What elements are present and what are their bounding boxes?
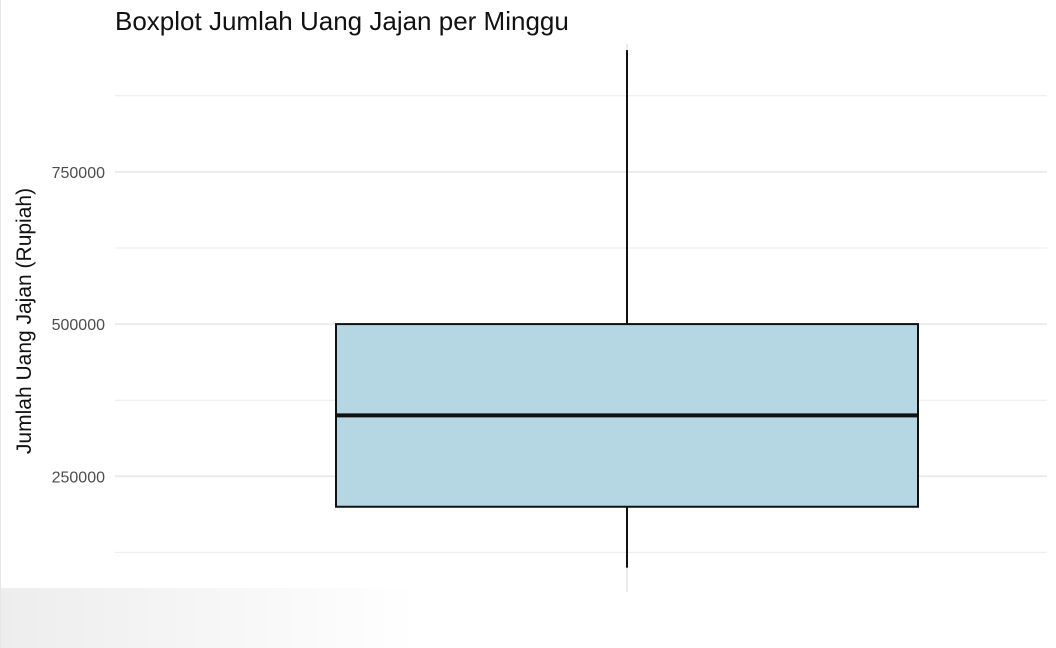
y-tick-label: 750000	[52, 165, 105, 182]
axis-layer: 250000 500000 750000 Jumlah Uang Jajan (Rup…	[13, 165, 105, 486]
chart-title: Boxplot Jumlah Uang Jajan per Minggu	[115, 6, 569, 36]
y-tick-label: 500000	[52, 317, 105, 334]
y-axis-label: Jumlah Uang Jajan (Rupiah)	[13, 188, 36, 454]
box-layer	[335, 50, 919, 568]
y-tick-label: 250000	[52, 469, 105, 486]
grid-layer	[115, 44, 1047, 592]
